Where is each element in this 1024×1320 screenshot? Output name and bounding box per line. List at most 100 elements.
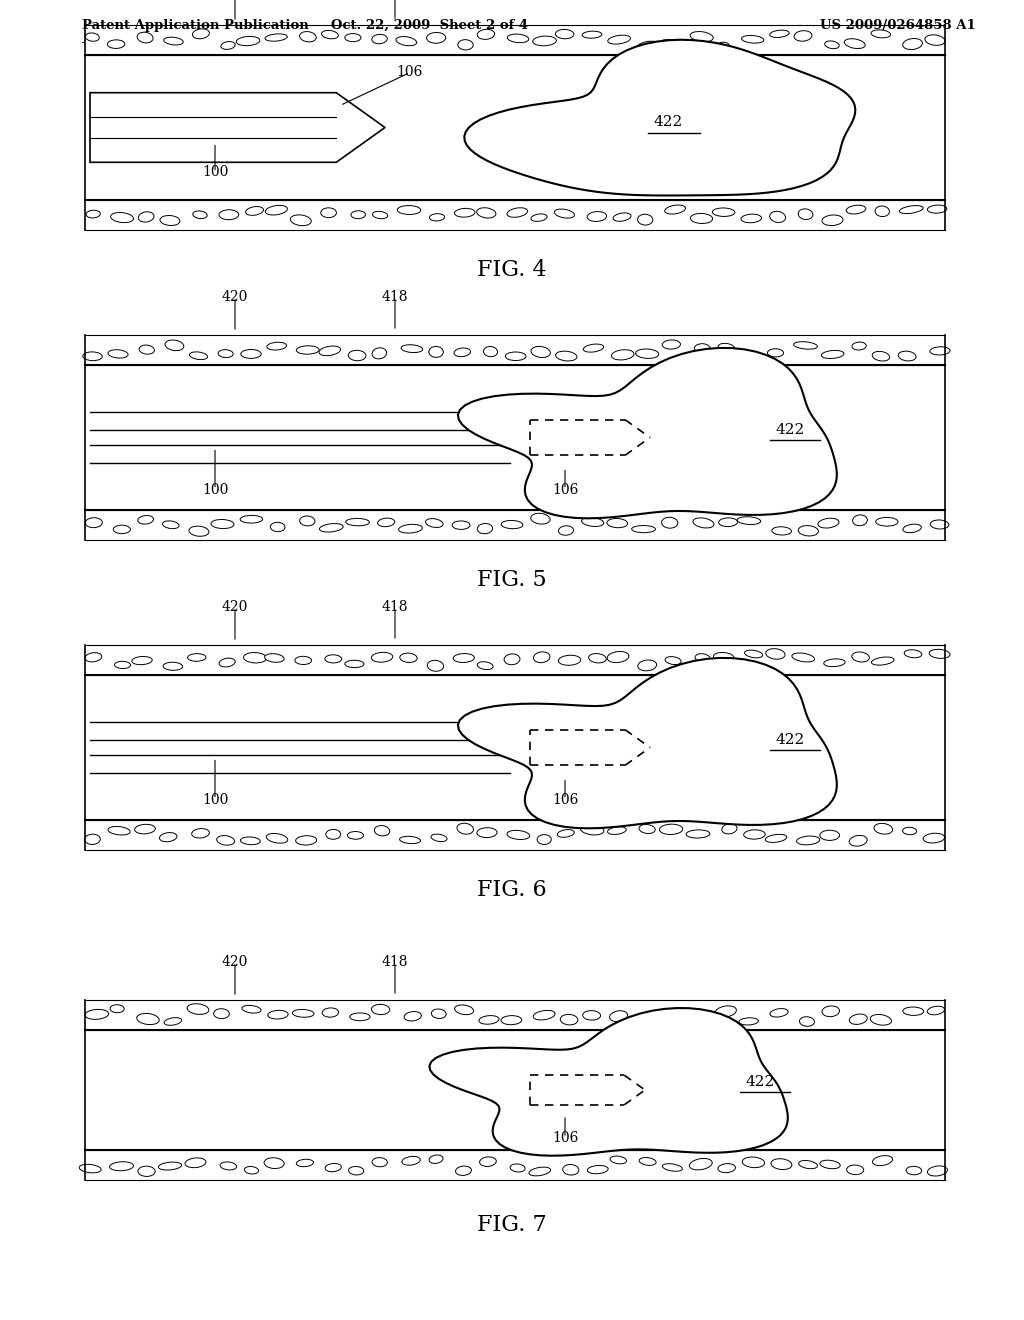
Ellipse shape — [217, 836, 234, 845]
Text: 100: 100 — [202, 483, 228, 496]
Ellipse shape — [137, 1014, 160, 1024]
Ellipse shape — [930, 347, 950, 355]
Ellipse shape — [163, 521, 179, 528]
Text: 106: 106 — [397, 66, 423, 79]
Ellipse shape — [219, 659, 236, 667]
Ellipse shape — [506, 352, 526, 360]
Ellipse shape — [477, 661, 494, 669]
Ellipse shape — [351, 211, 366, 219]
Text: 418: 418 — [382, 290, 409, 304]
Ellipse shape — [399, 653, 417, 663]
Ellipse shape — [429, 1155, 443, 1163]
Ellipse shape — [477, 828, 497, 838]
Ellipse shape — [268, 1010, 288, 1019]
Ellipse shape — [929, 649, 950, 659]
Ellipse shape — [607, 652, 629, 663]
Ellipse shape — [296, 1159, 313, 1167]
Ellipse shape — [821, 350, 844, 359]
Ellipse shape — [325, 655, 342, 663]
Ellipse shape — [187, 1003, 209, 1014]
Ellipse shape — [218, 350, 233, 358]
Ellipse shape — [874, 206, 890, 216]
Ellipse shape — [372, 652, 393, 663]
Ellipse shape — [607, 826, 627, 834]
Ellipse shape — [191, 829, 209, 838]
Ellipse shape — [530, 214, 547, 222]
Ellipse shape — [270, 523, 285, 532]
Ellipse shape — [454, 348, 471, 356]
Ellipse shape — [325, 1163, 341, 1172]
Text: 106: 106 — [552, 483, 579, 496]
Ellipse shape — [695, 653, 711, 663]
Ellipse shape — [849, 836, 867, 846]
Ellipse shape — [138, 1166, 156, 1176]
Ellipse shape — [798, 209, 813, 219]
Ellipse shape — [741, 36, 764, 44]
Ellipse shape — [930, 520, 949, 529]
Ellipse shape — [794, 30, 812, 41]
Ellipse shape — [690, 32, 713, 42]
Ellipse shape — [111, 213, 133, 223]
Ellipse shape — [847, 1166, 863, 1175]
Ellipse shape — [607, 519, 628, 528]
Ellipse shape — [906, 1167, 922, 1175]
Ellipse shape — [454, 653, 474, 663]
Ellipse shape — [83, 352, 102, 360]
Ellipse shape — [134, 824, 156, 834]
Ellipse shape — [770, 211, 785, 223]
Ellipse shape — [108, 40, 125, 49]
Ellipse shape — [85, 33, 99, 41]
Ellipse shape — [504, 653, 520, 665]
Ellipse shape — [902, 828, 916, 834]
Ellipse shape — [554, 209, 574, 218]
Ellipse shape — [765, 834, 786, 842]
Ellipse shape — [690, 1012, 714, 1020]
Ellipse shape — [137, 32, 153, 44]
Polygon shape — [458, 657, 837, 829]
Ellipse shape — [431, 834, 447, 842]
Ellipse shape — [739, 1018, 759, 1026]
Ellipse shape — [820, 830, 840, 841]
Text: FIG. 4: FIG. 4 — [477, 259, 547, 281]
Ellipse shape — [378, 519, 395, 527]
Ellipse shape — [214, 1008, 229, 1019]
Ellipse shape — [794, 342, 817, 350]
Ellipse shape — [375, 825, 390, 836]
Ellipse shape — [771, 1159, 792, 1170]
Ellipse shape — [246, 206, 263, 215]
Ellipse shape — [110, 1162, 133, 1171]
Ellipse shape — [818, 519, 839, 528]
Ellipse shape — [477, 29, 495, 40]
Ellipse shape — [265, 206, 288, 215]
Ellipse shape — [345, 33, 361, 42]
Ellipse shape — [741, 214, 762, 223]
Ellipse shape — [772, 527, 792, 535]
Ellipse shape — [164, 1018, 181, 1026]
Ellipse shape — [715, 42, 729, 50]
Ellipse shape — [108, 826, 130, 836]
Bar — [85, 645, 945, 675]
Text: 100: 100 — [202, 165, 228, 180]
Polygon shape — [464, 40, 855, 195]
Ellipse shape — [846, 205, 866, 214]
Ellipse shape — [822, 1006, 840, 1016]
Ellipse shape — [264, 653, 284, 663]
Ellipse shape — [457, 824, 473, 834]
Ellipse shape — [404, 1011, 421, 1020]
Ellipse shape — [904, 649, 922, 657]
Ellipse shape — [115, 661, 131, 668]
Ellipse shape — [319, 524, 343, 532]
Ellipse shape — [849, 1014, 867, 1024]
Ellipse shape — [636, 41, 659, 51]
Ellipse shape — [532, 36, 556, 46]
Ellipse shape — [928, 1006, 944, 1015]
Ellipse shape — [323, 1008, 339, 1018]
Ellipse shape — [267, 342, 287, 350]
Ellipse shape — [824, 41, 840, 49]
Ellipse shape — [925, 34, 945, 45]
Ellipse shape — [719, 517, 737, 527]
Ellipse shape — [193, 211, 207, 219]
Bar — [85, 1150, 945, 1180]
Ellipse shape — [852, 342, 866, 350]
Text: 420: 420 — [222, 290, 248, 304]
